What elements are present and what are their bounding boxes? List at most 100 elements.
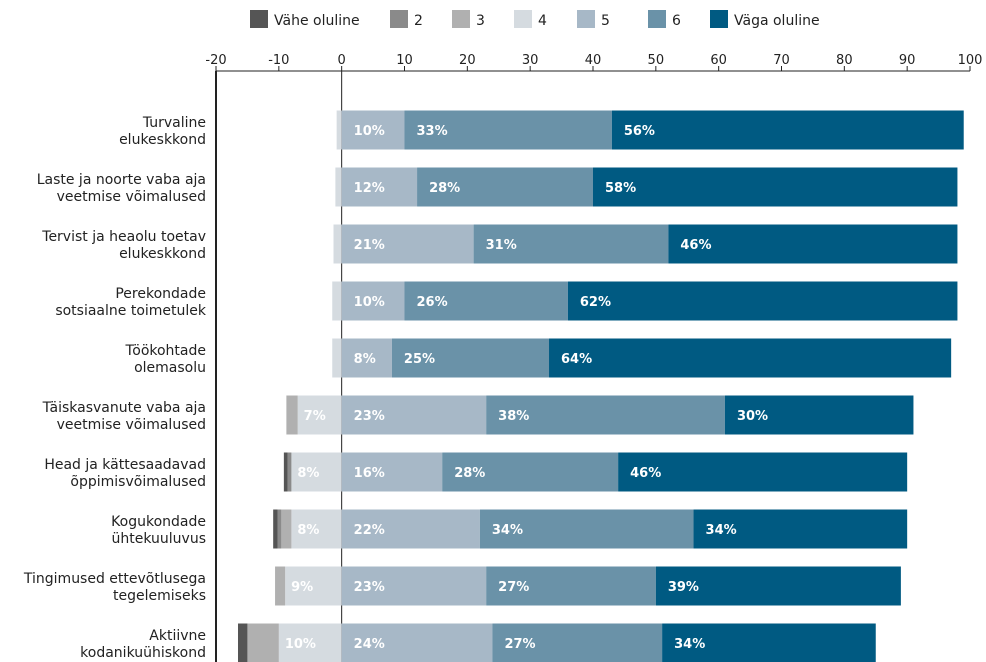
bar-segment: [611, 110, 964, 150]
bar-segment: [341, 281, 405, 321]
category-label: Täiskasvanute vaba aja veetmise võimaluse…: [42, 400, 206, 433]
data-label: 39%: [668, 580, 699, 595]
legend-swatch: [250, 10, 268, 28]
bar-segment: [486, 566, 656, 606]
data-label: 34%: [706, 523, 737, 538]
bar-segment: [593, 167, 958, 207]
bar-segment: [341, 224, 474, 264]
bar-segment: [332, 338, 342, 378]
data-label: 34%: [674, 637, 705, 652]
bar-segment: [724, 395, 914, 435]
bar-segment: [341, 167, 418, 207]
legend-swatch: [648, 10, 666, 28]
bar-segment: [492, 623, 663, 662]
bar-segment: [341, 566, 487, 606]
bar-segment: [278, 623, 342, 662]
bar-segment: [341, 623, 493, 662]
bar-segment: [275, 566, 286, 606]
data-label: 16%: [354, 466, 385, 481]
legend-swatch: [514, 10, 532, 28]
legend-label: Väga oluline: [734, 13, 820, 29]
legend-label: 4: [538, 13, 547, 29]
legend: Vähe oluline 2 3 4 5 6 Väga oluline: [250, 10, 820, 29]
x-tick-label: 10: [396, 53, 413, 68]
data-label: 8%: [354, 352, 376, 367]
bar-segment: [391, 338, 550, 378]
bar-segment: [404, 110, 612, 150]
category-label: Laste ja noorte vaba aja veetmise võimalu…: [37, 172, 206, 205]
data-label: 21%: [354, 238, 385, 253]
bar-segment: [473, 224, 669, 264]
data-label: 30%: [737, 409, 768, 424]
bar-segment: [655, 566, 901, 606]
data-label: 10%: [354, 295, 385, 310]
x-tick-label: 70: [773, 53, 790, 68]
bar-segment: [273, 509, 278, 549]
category-label: Perekondade sotsiaalne toimetulek: [55, 286, 207, 319]
bar-segment: [567, 281, 958, 321]
bar-segment: [336, 110, 342, 150]
bar-segment: [237, 623, 248, 662]
bar-segment: [341, 338, 392, 378]
legend-swatch: [390, 10, 408, 28]
data-label: 31%: [486, 238, 517, 253]
bar-segment: [404, 281, 568, 321]
bar-segment: [618, 452, 908, 492]
legend-label: 5: [601, 13, 610, 29]
bar-segment: [442, 452, 619, 492]
category-label: Aktiivne kodanikuühiskond: [80, 628, 206, 661]
data-label: 28%: [454, 466, 485, 481]
x-tick-label: 0: [338, 53, 346, 68]
legend-swatch: [577, 10, 595, 28]
bar-segment: [668, 224, 958, 264]
data-label: 38%: [498, 409, 529, 424]
legend-swatch: [452, 10, 470, 28]
bar-segment: [662, 623, 876, 662]
bar-segment: [297, 395, 342, 435]
data-label: 7%: [304, 409, 326, 424]
bar-segment: [335, 167, 342, 207]
bar-segment: [693, 509, 908, 549]
data-label: 34%: [492, 523, 523, 538]
data-label: 56%: [624, 124, 655, 139]
data-label: 8%: [297, 523, 319, 538]
x-tick-label: 30: [522, 53, 539, 68]
x-tick-label: 100: [958, 53, 983, 68]
data-label: 64%: [561, 352, 592, 367]
x-tick-label: 20: [459, 53, 476, 68]
bar-segment: [291, 509, 342, 549]
category-label: Head ja kättesaadavad õppimisvõimalused: [44, 457, 206, 490]
x-tick-label: 60: [710, 53, 727, 68]
x-axis: -20 -10 0 10 20 30 40 50 60 70 80 90 100: [205, 53, 982, 662]
bar-segment: [341, 395, 487, 435]
x-tick-label: 90: [899, 53, 916, 68]
bar-segment: [287, 452, 292, 492]
bar-segment: [333, 224, 342, 264]
category-label: Töökohtade olemasolu: [125, 343, 206, 376]
data-label: 58%: [605, 181, 636, 196]
data-label: 24%: [354, 637, 385, 652]
legend-label: 6: [672, 13, 681, 29]
bar-segment: [283, 452, 288, 492]
data-label: 23%: [354, 580, 385, 595]
legend-label: 3: [476, 13, 485, 29]
data-label: 8%: [297, 466, 319, 481]
bar-segment: [277, 509, 282, 549]
data-label: 26%: [417, 295, 448, 310]
data-label: 62%: [580, 295, 611, 310]
data-label: 33%: [417, 124, 448, 139]
bar-segment: [479, 509, 694, 549]
bar-segment: [285, 566, 342, 606]
x-tick-label: -20: [205, 53, 226, 68]
bar-segment: [281, 509, 292, 549]
data-label: 9%: [291, 580, 313, 595]
data-label: 22%: [354, 523, 385, 538]
bar-segment: [286, 395, 298, 435]
data-label: 10%: [354, 124, 385, 139]
x-tick-label: 40: [585, 53, 602, 68]
bar-segment: [332, 281, 342, 321]
legend-label: 2: [414, 13, 423, 29]
bar-segment: [247, 623, 279, 662]
data-label: 23%: [354, 409, 385, 424]
bar-segment: [417, 167, 593, 207]
